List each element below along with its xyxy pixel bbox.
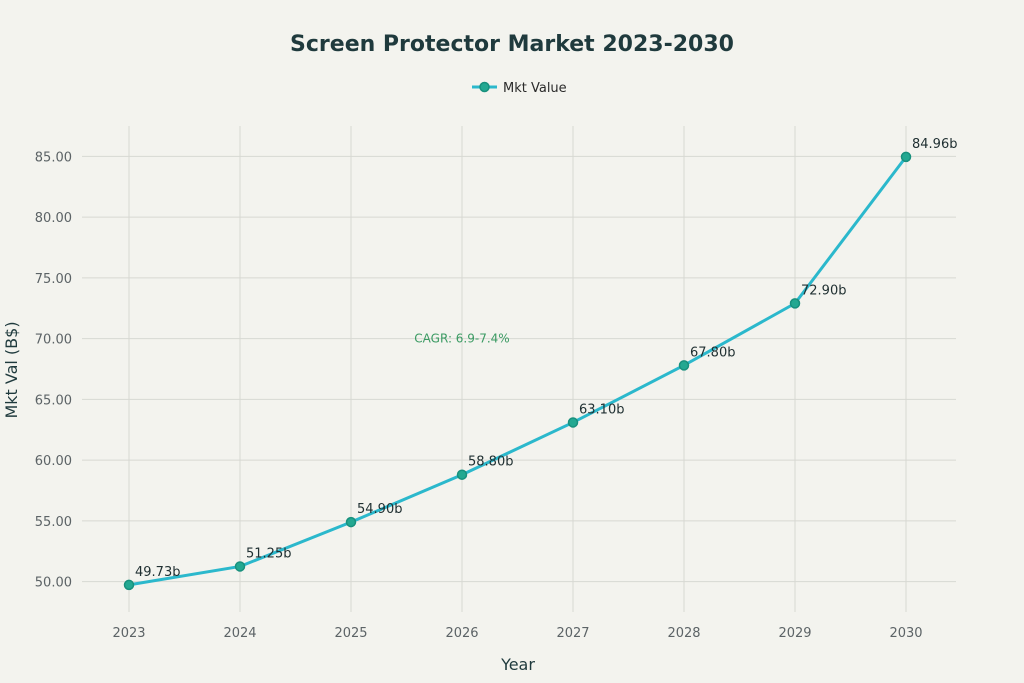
x-tick-label: 2024 [223,626,256,641]
y-tick-label: 50.00 [35,576,72,591]
data-label: 84.96b [912,137,957,152]
legend: Mkt Value [472,81,567,96]
y-tick-label: 70.00 [35,333,72,348]
x-tick-label: 2029 [778,626,811,641]
data-point [345,516,357,528]
x-axis-title: Year [500,655,535,674]
cagr-annotation: CAGR: 6.9-7.4% [414,332,509,346]
data-label: 49.73b [135,565,180,580]
x-axis-ticks: 2023 2024 2025 2026 2027 2028 2029 2030 [112,626,922,641]
x-tick-label: 2030 [889,626,922,641]
series-line [128,155,908,587]
data-point [678,360,690,371]
y-tick-label: 65.00 [35,393,72,408]
data-point [456,469,468,480]
x-tick-label: 2023 [112,626,145,641]
data-point [234,561,246,572]
data-labels: 49.73b 51.25b 54.90b 58.80b 63.10b 67.80b 72.9… [135,137,957,580]
data-point [123,579,135,591]
data-label: 54.90b [357,502,402,517]
y-tick-label: 85.00 [35,150,72,165]
data-markers [123,151,912,591]
y-tick-label: 60.00 [35,454,72,469]
grid [82,126,956,612]
x-tick-label: 2028 [667,626,700,641]
y-axis-ticks: 50.00 55.00 60.00 65.00 70.00 75.00 80.00 85.00 [35,150,72,590]
data-label: 67.80b [690,345,735,360]
data-point [900,151,912,163]
x-tick-label: 2025 [334,626,367,641]
y-axis-title: Mkt Val (B$) [2,321,21,418]
data-label: 58.80b [468,455,513,470]
data-point [567,417,579,428]
y-tick-label: 75.00 [35,272,72,287]
data-label: 72.90b [801,283,846,298]
y-tick-label: 55.00 [35,515,72,530]
chart-title: Screen Protector Market 2023-2030 [290,32,734,57]
data-label: 63.10b [579,402,624,417]
data-label: 51.25b [246,546,291,561]
legend-label: Mkt Value [503,81,567,96]
x-tick-label: 2026 [445,626,478,641]
legend-marker-icon [479,81,490,93]
y-tick-label: 80.00 [35,211,72,226]
x-tick-label: 2027 [556,626,589,641]
data-point [789,298,801,309]
